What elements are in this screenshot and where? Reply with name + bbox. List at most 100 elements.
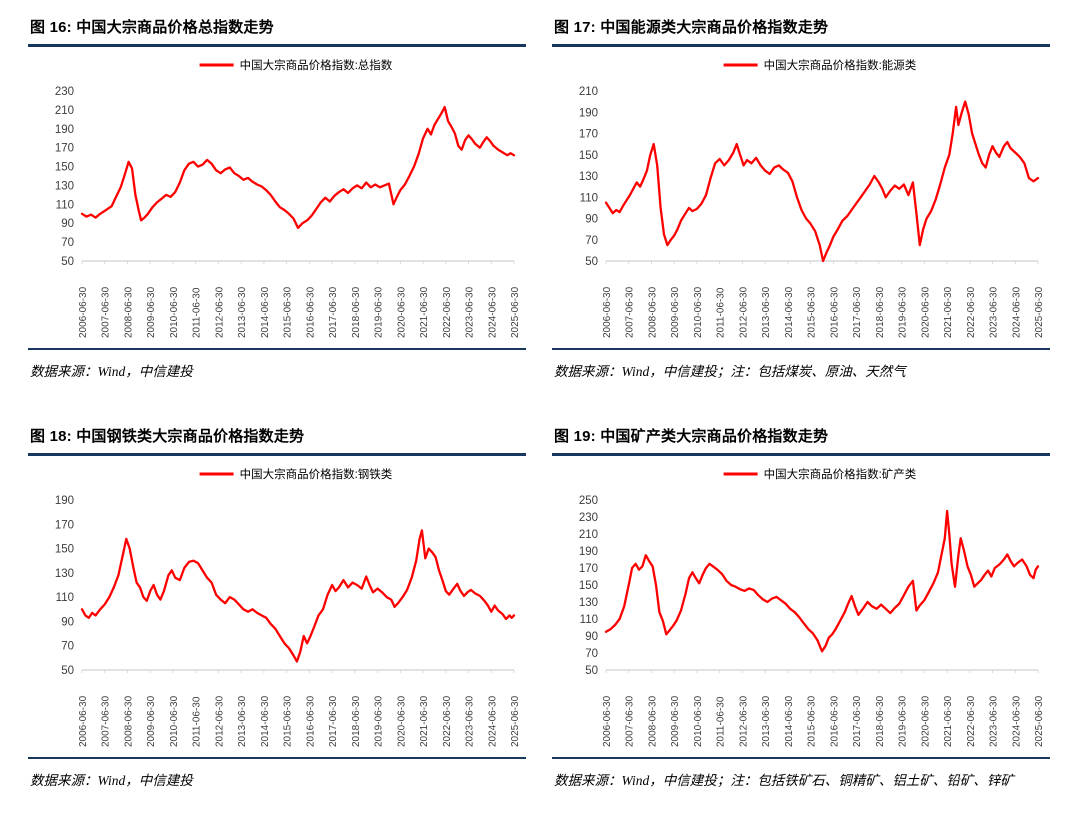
x-tick-label: 2016-06-30 — [305, 695, 316, 747]
y-tick-label: 210 — [579, 529, 598, 541]
y-tick-label: 50 — [585, 256, 598, 268]
y-tick-label: 130 — [55, 180, 74, 192]
y-tick-label: 110 — [56, 592, 74, 604]
x-tick-label: 2017-06-30 — [852, 695, 863, 747]
x-tick-label: 2022-06-30 — [442, 695, 453, 747]
x-tick-label: 2006-06-30 — [602, 286, 613, 338]
figure-17-panel: 图 17: 中国能源类大宗商品价格指数走势 210 190 170 150 130 110… — [552, 12, 1050, 387]
x-tick-label: 2009-06-30 — [670, 695, 681, 747]
figure-19-title: 图 19: 中国矿产类大宗商品价格指数走势 — [554, 427, 829, 445]
x-tick-label: 2010-06-30 — [693, 695, 704, 747]
x-tick-label: 2008-06-30 — [124, 286, 135, 338]
y-tick-label: 70 — [61, 237, 74, 249]
y-tick-label: 50 — [61, 256, 74, 268]
x-tick-label: 2017-06-30 — [328, 695, 339, 747]
x-tick-label: 2024-06-30 — [1011, 286, 1022, 338]
x-tick-label: 2008-06-30 — [124, 695, 135, 747]
figure-19-panel: 图 19: 中国矿产类大宗商品价格指数走势 250 230 210 190 170 150… — [552, 421, 1050, 796]
y-tick-label: 170 — [579, 129, 598, 141]
price-index-line — [604, 509, 1040, 653]
x-tick-label: 2013-06-30 — [237, 286, 248, 338]
x-tick-label: 2017-06-30 — [852, 286, 863, 338]
x-tick-label: 2025-06-30 — [1034, 695, 1045, 747]
x-tick-label: 2007-06-30 — [101, 286, 112, 338]
x-tick-label: 2020-06-30 — [920, 286, 931, 338]
source-divider — [28, 756, 526, 759]
figure-17-chart: 210 190 170 150 130 110 90 70 50 2006-06-30 2007-0… — [552, 51, 1050, 348]
figure-18-panel: 图 18: 中国钢铁类大宗商品价格指数走势 190 170 150 130 110 90 7… — [28, 421, 526, 796]
x-tick-label: 2010-06-30 — [169, 695, 180, 747]
figure-19-source: 数据来源：Wind，中信建投；注：包括铁矿石、铜精矿、铝土矿、铅矿、锌矿 — [554, 772, 1014, 788]
x-tick-label: 2020-06-30 — [396, 286, 407, 338]
title-divider — [28, 452, 526, 456]
x-tick-label: 2006-06-30 — [602, 695, 613, 747]
x-tick-label: 2012-06-30 — [738, 286, 749, 338]
x-tick-label: 2014-06-30 — [260, 695, 271, 747]
y-tick-label: 90 — [61, 616, 74, 628]
figure-17-title: 图 17: 中国能源类大宗商品价格指数走势 — [554, 19, 829, 36]
x-tick-label: 2019-06-30 — [374, 286, 385, 338]
line-chart-svg: 190 170 150 130 110 90 70 50 2006-06-30 2007-06-3… — [55, 467, 521, 747]
y-tick-label: 190 — [55, 124, 74, 136]
y-tick-label: 170 — [55, 519, 74, 531]
y-tick-label: 190 — [579, 107, 598, 119]
figure-19-chart: 250 230 210 190 170 150 130 110 90 70 50 2006-06-30… — [552, 460, 1050, 757]
x-tick-label: 2015-06-30 — [807, 286, 818, 338]
x-tick-label: 2021-06-30 — [419, 695, 430, 747]
y-tick-label: 110 — [580, 192, 598, 204]
y-tick-label: 50 — [585, 665, 598, 677]
y-tick-label: 170 — [579, 563, 598, 575]
x-tick-label: 2025-06-30 — [1034, 286, 1045, 338]
x-tick-label: 2020-06-30 — [920, 695, 931, 747]
x-tick-label: 2024-06-30 — [487, 286, 498, 338]
y-tick-label: 130 — [55, 568, 74, 580]
report-page: 图 16: 中国大宗商品价格总指数走势 230 210 190 170 150 130 11… — [28, 12, 1066, 796]
x-tick-label: 2012-06-30 — [214, 695, 225, 747]
x-tick-label: 2009-06-30 — [670, 286, 681, 338]
y-tick-label: 230 — [579, 512, 598, 524]
x-tick-label: 2009-06-30 — [146, 695, 157, 747]
x-tick-label: 2013-06-30 — [761, 695, 772, 747]
figure-16-source: 数据来源：Wind，中信建投 — [30, 364, 193, 379]
y-tick-label: 70 — [585, 235, 598, 247]
x-tick-label: 2017-06-30 — [328, 286, 339, 338]
x-tick-label: 2007-06-30 — [101, 695, 112, 747]
line-chart-svg: 230 210 190 170 150 130 110 90 70 50 2006-06-30 200… — [55, 58, 521, 338]
x-tick-label: 2011-06-30 — [716, 287, 727, 338]
y-tick-label: 150 — [55, 543, 74, 555]
title-divider — [552, 452, 1050, 456]
y-tick-label: 90 — [61, 218, 74, 230]
y-tick-label: 190 — [579, 546, 598, 558]
y-tick-label: 210 — [55, 105, 74, 117]
legend-label: 中国大宗商品价格指数:钢铁类 — [240, 467, 393, 481]
y-tick-label: 90 — [585, 631, 598, 643]
y-tick-label: 230 — [55, 86, 74, 98]
x-tick-label: 2023-06-30 — [465, 286, 476, 338]
charts-row-bottom: 图 18: 中国钢铁类大宗商品价格指数走势 190 170 150 130 110 90 7… — [28, 421, 1066, 796]
figure-16-chart: 230 210 190 170 150 130 110 90 70 50 2006-06-30 200… — [28, 51, 526, 348]
x-tick-label: 2021-06-30 — [419, 286, 430, 338]
x-tick-label: 2008-06-30 — [648, 286, 659, 338]
line-chart-svg: 250 230 210 190 170 150 130 110 90 70 50 2006-06-30… — [579, 467, 1045, 747]
x-tick-label: 2019-06-30 — [898, 286, 909, 338]
x-tick-label: 2015-06-30 — [283, 695, 294, 747]
price-index-line — [604, 100, 1040, 263]
y-tick-label: 210 — [579, 86, 598, 98]
x-tick-label: 2014-06-30 — [784, 695, 795, 747]
figure-18-chart: 190 170 150 130 110 90 70 50 2006-06-30 2007-06-3… — [28, 460, 526, 757]
x-tick-label: 2020-06-30 — [396, 695, 407, 747]
x-tick-label: 2019-06-30 — [898, 695, 909, 747]
charts-row-top: 图 16: 中国大宗商品价格总指数走势 230 210 190 170 150 130 11… — [28, 12, 1066, 387]
y-tick-label: 150 — [579, 580, 598, 592]
y-tick-label: 70 — [61, 640, 74, 652]
y-tick-label: 150 — [579, 150, 598, 162]
x-tick-label: 2008-06-30 — [648, 695, 659, 747]
x-tick-label: 2006-06-30 — [78, 695, 89, 747]
x-tick-label: 2013-06-30 — [237, 695, 248, 747]
x-tick-label: 2018-06-30 — [351, 695, 362, 747]
x-tick-label: 2021-06-30 — [943, 286, 954, 338]
x-tick-label: 2012-06-30 — [214, 286, 225, 338]
x-tick-label: 2018-06-30 — [875, 286, 886, 338]
x-tick-label: 2023-06-30 — [465, 695, 476, 747]
x-tick-label: 2018-06-30 — [351, 286, 362, 338]
